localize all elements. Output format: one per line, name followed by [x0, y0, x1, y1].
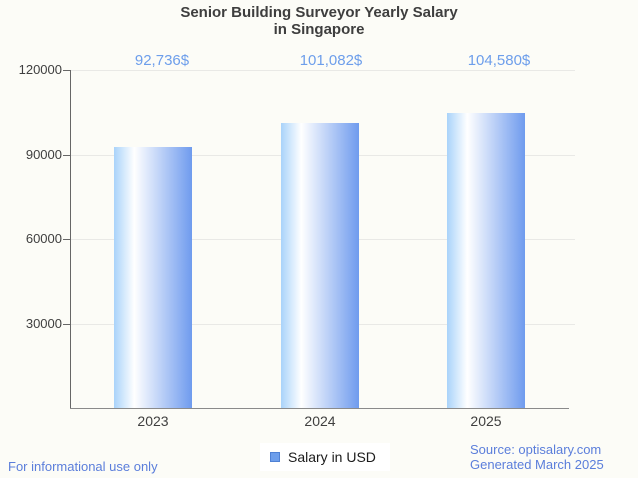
- disclaimer-text: For informational use only: [8, 459, 158, 474]
- chart-title: Senior Building Surveyor Yearly Salary i…: [0, 4, 638, 38]
- y-tick-mark: [63, 324, 70, 325]
- x-axis-label: 2023: [137, 413, 169, 429]
- legend-label: Salary in USD: [288, 449, 376, 465]
- chart-title-line2: in Singapore: [273, 21, 365, 38]
- generated-line: Generated March 2025: [470, 457, 604, 472]
- y-tick-label: 90000: [25, 147, 62, 162]
- y-tick-mark: [63, 239, 70, 240]
- bar[interactable]: [281, 123, 359, 408]
- y-tick-label: 30000: [25, 316, 62, 331]
- y-tick-label: 120000: [18, 62, 62, 77]
- legend-swatch-icon: [270, 452, 280, 462]
- legend: Salary in USD: [260, 443, 390, 471]
- x-axis-line: [70, 408, 569, 409]
- x-axis-label: 2024: [304, 413, 336, 429]
- chart-title-line1: Senior Building Surveyor Yearly Salary: [180, 4, 458, 21]
- y-tick-label: 60000: [25, 231, 62, 246]
- source-info: Source: optisalary.com Generated March 2…: [470, 442, 604, 472]
- gridline: [70, 70, 575, 71]
- source-line: Source: optisalary.com: [470, 442, 602, 457]
- y-axis-line: [70, 70, 71, 408]
- bar-value-label: 101,082$: [299, 52, 363, 69]
- bar[interactable]: [447, 113, 525, 408]
- x-axis-label: 2025: [470, 413, 502, 429]
- y-tick-mark: [63, 70, 70, 71]
- bar-value-label: 104,580$: [467, 52, 531, 69]
- bar-value-label: 92,736$: [134, 52, 190, 69]
- bar[interactable]: [114, 147, 192, 408]
- y-tick-mark: [63, 155, 70, 156]
